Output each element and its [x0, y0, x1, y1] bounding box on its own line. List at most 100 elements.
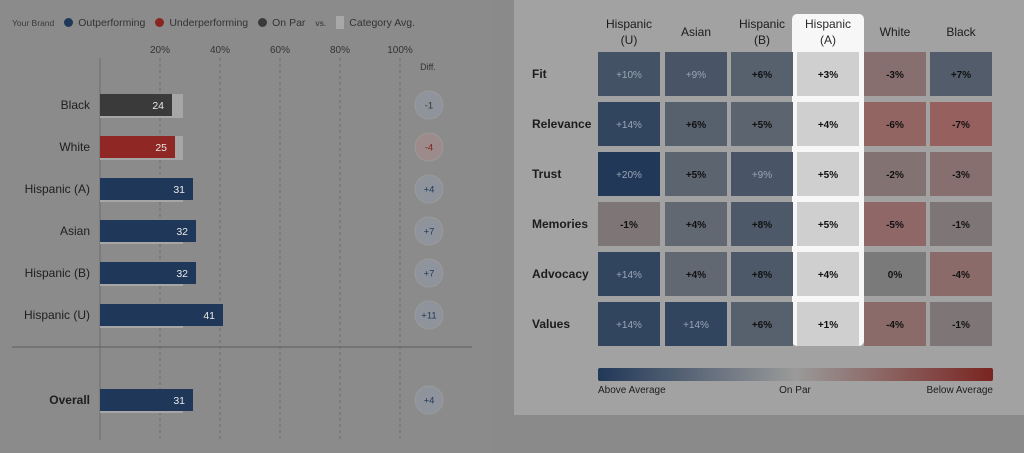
heat-cell — [864, 52, 926, 96]
x-tick-label: 20% — [150, 45, 170, 56]
diff-value: -4 — [425, 143, 433, 154]
column-header-hispanic-a: Hispanic — [805, 17, 851, 31]
heat-cell-label: +14% — [616, 270, 642, 281]
column-header-hispanic-u: Hispanic — [606, 17, 652, 31]
diff-badge — [414, 90, 444, 120]
heat-cell-label: +10% — [616, 70, 642, 81]
heat-cell-label: -1% — [952, 320, 970, 331]
heat-cell-label: +1% — [818, 320, 838, 331]
heat-cell — [598, 202, 660, 246]
heat-cell-label: -1% — [620, 220, 638, 231]
bar-hispanic-a — [100, 178, 193, 200]
heat-cell-label: +8% — [752, 220, 772, 231]
heat-cell — [598, 302, 660, 346]
bar-row-overall: 31 Overall +4 — [49, 385, 444, 415]
heat-cell-label: -7% — [952, 120, 970, 131]
heat-cell — [665, 52, 727, 96]
heat-cell-label: -6% — [886, 120, 904, 131]
row-label-advocacy: Advocacy — [532, 267, 589, 281]
heat-cell-label: +6% — [752, 320, 772, 331]
heat-cell — [731, 252, 793, 296]
diff-value: +11 — [421, 311, 436, 322]
heat-cell-label: +5% — [818, 170, 838, 181]
bar-hispanic-u — [100, 304, 223, 326]
heat-cell-label: 0% — [888, 270, 903, 281]
heat-cell — [665, 102, 727, 146]
column-header-black: Black — [946, 25, 976, 39]
heat-cell — [731, 102, 793, 146]
heat-cell — [797, 102, 859, 146]
legend-swatch-category-avg — [336, 16, 345, 29]
heat-cell — [598, 152, 660, 196]
bar-row-asian: 32 Asian +7 — [60, 216, 444, 246]
diff-badge — [414, 258, 444, 288]
heat-cell-label: +14% — [616, 120, 642, 131]
scale-label-center: On Par — [779, 385, 811, 396]
heat-cell — [797, 302, 859, 346]
heat-cell — [930, 52, 992, 96]
heat-cell-label: -2% — [886, 170, 904, 181]
bar-value-label: 24 — [152, 100, 164, 112]
row-label-relevance: Relevance — [532, 117, 592, 131]
heat-cell-label: +4% — [686, 220, 706, 231]
heat-cell — [930, 302, 992, 346]
legend-dot-outperforming — [64, 18, 74, 27]
x-tick-label: 40% — [210, 45, 230, 56]
heatmap-panel: Hispanic (U) Asian Hispanic (B) Hispanic (A) Wh… — [514, 0, 1024, 415]
column-header-hispanic-b: Hispanic — [739, 17, 785, 31]
heat-cell-label: +14% — [616, 320, 642, 331]
bar-value-label: 25 — [155, 142, 167, 154]
heat-cell — [930, 252, 992, 296]
heat-cell — [930, 202, 992, 246]
diff-value: +7 — [424, 269, 435, 280]
bar-value-label: 32 — [176, 226, 188, 238]
row-label-values: Values — [532, 317, 570, 331]
bar-black — [100, 94, 172, 116]
scale-label-right: Below Average — [926, 385, 993, 396]
heat-cell — [930, 102, 992, 146]
x-tick-label: 80% — [330, 45, 350, 56]
heat-cell-label: +20% — [616, 170, 642, 181]
diff-value: +4 — [424, 185, 435, 196]
bar-value-label: 31 — [173, 184, 185, 196]
bar-asian — [100, 220, 196, 242]
bar-chart-panel: Your Brand Outperforming Underperforming… — [0, 0, 490, 453]
scale-label-left: Above Average — [598, 385, 666, 396]
heat-cell — [665, 202, 727, 246]
bar-row-hispanic-b: 32 Hispanic (B) +7 — [25, 258, 444, 288]
bar-row-hispanic-a: 31 Hispanic (A) +4 — [25, 174, 444, 204]
heat-cell-label: +5% — [686, 170, 706, 181]
bar-value-label: 31 — [173, 395, 185, 407]
diff-badge — [414, 174, 444, 204]
legend-on-par: On Par — [258, 17, 305, 29]
heat-cell-label: +7% — [951, 70, 971, 81]
legend-dot-underperforming — [155, 18, 165, 27]
heat-cell — [731, 52, 793, 96]
bar-chart: 20% 40% 60% 80% 100% Diff. 24 Black -1 25 White -4 3… — [12, 45, 472, 440]
heat-cell — [797, 52, 859, 96]
heat-cell — [797, 252, 859, 296]
heatmap: Hispanic (U) Asian Hispanic (B) Hispanic (A) Wh… — [532, 14, 993, 396]
diff-value: -1 — [425, 101, 433, 112]
bar-value-label: 32 — [176, 268, 188, 280]
heat-cell-label: -1% — [952, 220, 970, 231]
category-label: Hispanic (A) — [25, 182, 90, 196]
diff-value: +4 — [424, 396, 435, 407]
legend-category-avg: Category Avg. — [336, 16, 415, 29]
column-header-hispanic-a-sub: (A) — [820, 33, 836, 47]
legend-dot-on-par — [258, 18, 268, 27]
heat-cell-label: +4% — [818, 270, 838, 281]
diff-header: Diff. — [420, 62, 436, 72]
column-header-hispanic-u-sub: (U) — [621, 33, 638, 47]
heat-cell — [598, 252, 660, 296]
heat-cell-label: +5% — [752, 120, 772, 131]
row-label-memories: Memories — [532, 217, 588, 231]
heat-cell — [665, 302, 727, 346]
heat-cell-label: +4% — [818, 120, 838, 131]
heat-cell — [864, 152, 926, 196]
row-label-fit: Fit — [532, 67, 547, 81]
diff-badge — [414, 385, 444, 415]
heat-cell — [864, 302, 926, 346]
heat-cell-label: +6% — [752, 70, 772, 81]
heat-cell-label: +4% — [686, 270, 706, 281]
